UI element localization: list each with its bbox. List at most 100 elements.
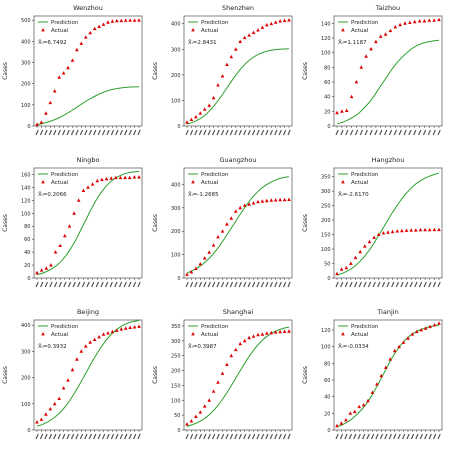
- x-tick-mark-label: [66, 129, 70, 136]
- legend-actual-label: Actual: [51, 180, 69, 186]
- x-tick-mark-label: [379, 129, 383, 136]
- x-tick-mark-label: [238, 281, 242, 288]
- actual-point: [349, 94, 354, 99]
- x-tick-mark-label: [114, 281, 118, 288]
- x-tick-mark-label: [388, 433, 392, 440]
- x-tick-mark-label: [344, 281, 349, 288]
- x-tick-mark-label: [207, 129, 211, 136]
- actual-point: [70, 58, 75, 62]
- x-tick-mark-label: [70, 433, 75, 440]
- y-axis-label: Cases: [2, 366, 9, 384]
- x-tick-mark-label: [409, 281, 413, 288]
- subplot-tianjin: Tianjin Cases 0 20 40 60 80 100 120 Prediction Act…: [302, 308, 443, 440]
- x-tick-mark-label: [118, 281, 123, 288]
- actual-point: [114, 175, 118, 180]
- x-tick-mark-label: [207, 281, 211, 288]
- x-tick-mark-label: [340, 281, 344, 288]
- x-tick-mark-label: [216, 281, 220, 288]
- x-tick-mark-label: [278, 129, 282, 136]
- subplot-wenzhou: Wenzhou Cases 0 100 200 300 400 500 Prediction Ac…: [2, 4, 143, 136]
- x-tick-mark-label: [207, 433, 211, 440]
- actual-point: [260, 199, 265, 203]
- subplot-guangzhou: Guangzhou Cases 0 100 200 300 400 Prediction Act…: [152, 156, 293, 288]
- prediction-line: [336, 324, 440, 428]
- legend-actual-label: Actual: [201, 180, 219, 186]
- legend-actual-swatch: [191, 332, 195, 336]
- x-tick-mark-label: [44, 433, 48, 440]
- x-tick-mark-label: [62, 433, 66, 440]
- x-tick-mark-label: [350, 129, 354, 136]
- actual-point: [260, 332, 265, 336]
- x-tick-mark-label: [377, 281, 381, 288]
- actual-point: [66, 65, 70, 70]
- actual-point: [44, 111, 48, 115]
- x-tick-mark-label: [220, 281, 225, 288]
- x-tick-mark-label: [413, 129, 417, 136]
- statistic-annotation: X̄ᵢ=1.1187: [338, 39, 367, 46]
- actual-point: [403, 21, 407, 25]
- actual-point: [216, 235, 220, 239]
- subplot-title: Tianjin: [376, 308, 398, 316]
- subplot-hangzhou: Hangzhou Cases 0 50 100 150 200 250 300 350 Predic…: [302, 156, 443, 288]
- x-tick-mark-label: [97, 433, 101, 440]
- x-tick-mark-label: [100, 281, 104, 288]
- x-tick-mark-label: [225, 129, 229, 136]
- x-tick-mark-label: [62, 129, 66, 136]
- y-tick-label: 50: [324, 262, 330, 268]
- x-tick-mark-label: [404, 281, 409, 288]
- x-tick-mark-label: [77, 281, 81, 288]
- x-tick-mark-label: [198, 433, 203, 440]
- actual-point: [265, 331, 269, 335]
- x-tick-mark-label: [437, 129, 441, 136]
- plot-frame: [333, 319, 443, 431]
- actual-point: [256, 199, 260, 204]
- x-tick-mark-label: [339, 433, 344, 440]
- actual-point: [287, 18, 291, 22]
- actual-point: [238, 39, 242, 43]
- actual-point: [397, 344, 401, 349]
- x-tick-mark-label: [260, 433, 265, 440]
- actual-point: [393, 25, 398, 29]
- y-tick-label: 300: [321, 189, 331, 195]
- x-tick-mark-label: [137, 281, 141, 288]
- actual-point: [84, 344, 88, 348]
- y-tick-label: 100: [21, 103, 31, 109]
- x-tick-mark-label: [40, 281, 44, 288]
- x-tick-mark-label: [369, 129, 373, 136]
- x-tick-mark-label: [106, 129, 110, 136]
- y-tick-label: 350: [321, 175, 331, 181]
- actual-point: [229, 353, 234, 358]
- actual-point: [349, 261, 353, 265]
- actual-point: [269, 198, 274, 202]
- x-tick-mark-label: [243, 281, 247, 288]
- x-tick-mark-label: [39, 129, 44, 136]
- actual-point: [260, 25, 265, 29]
- actual-point: [132, 325, 137, 329]
- x-tick-mark-label: [234, 433, 238, 440]
- actual-point: [361, 403, 366, 407]
- y-axis-label: Cases: [152, 366, 159, 384]
- y-tick-label: 20: [24, 263, 30, 269]
- actual-point: [372, 235, 376, 239]
- y-axis-label: Cases: [2, 214, 9, 232]
- y-tick-label: 300: [171, 47, 181, 53]
- actual-point: [406, 336, 410, 340]
- x-tick-mark-label: [106, 433, 110, 440]
- actual-point: [352, 409, 357, 414]
- x-tick-mark-label: [269, 281, 274, 288]
- actual-point: [409, 228, 413, 232]
- x-tick-mark-label: [419, 433, 424, 440]
- actual-point: [225, 362, 229, 366]
- x-tick-mark-label: [349, 281, 353, 288]
- actual-point: [115, 18, 119, 23]
- x-tick-mark-label: [278, 281, 282, 288]
- actual-point: [194, 115, 198, 119]
- x-tick-mark-label: [216, 129, 220, 136]
- y-tick-label: 200: [321, 218, 331, 224]
- x-tick-mark-label: [243, 129, 247, 136]
- subplot-taizhou: Taizhou Cases 0 20 40 60 80 100 120 140 Prediction…: [302, 4, 443, 136]
- x-tick-mark-label: [115, 129, 119, 136]
- x-tick-mark-label: [424, 433, 428, 440]
- x-tick-mark-label: [265, 433, 269, 440]
